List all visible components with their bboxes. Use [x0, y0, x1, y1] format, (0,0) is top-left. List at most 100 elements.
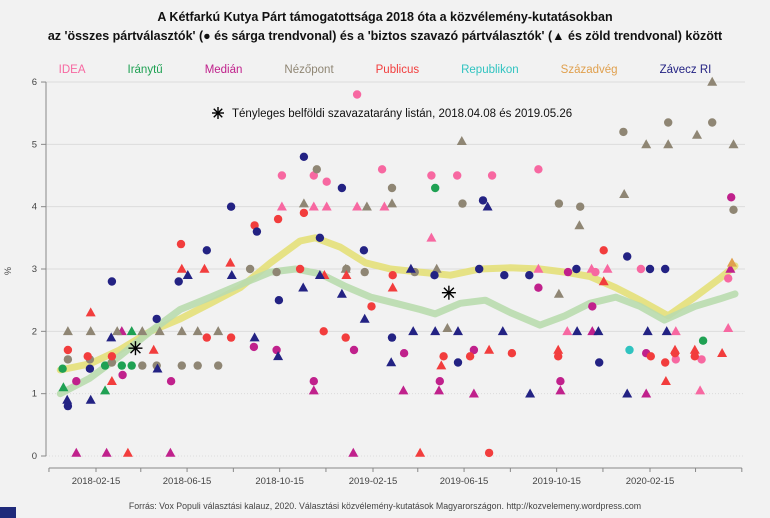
point-triangle-Medián [555, 385, 566, 395]
point-circle-Publicus [295, 264, 305, 274]
annotation-asterisk-icon [213, 108, 223, 118]
legend-item-Publicus: Publicus [375, 64, 420, 76]
point-circle-Nézőpont [360, 267, 369, 277]
x-tick-label: 2020-02-15 [626, 476, 675, 487]
point-circle-Závecz RI [595, 358, 604, 367]
point-circle-Publicus [439, 352, 448, 361]
point-circle-IDEA [377, 165, 387, 174]
point-circle-Závecz RI [85, 364, 95, 373]
point-circle-Nézőpont [214, 361, 223, 370]
point-circle-Závecz RI [475, 264, 484, 274]
point-circle-IDEA [671, 355, 680, 364]
point-circle-Iránytű [698, 336, 708, 345]
point-triangle-Závecz RI [106, 332, 117, 342]
point-triangle-IDEA [276, 201, 287, 211]
point-circle-Nézőpont [576, 202, 585, 211]
point-triangle-IDEA [562, 326, 573, 336]
y-tick-label: 3 [32, 264, 37, 275]
point-circle-Závecz RI [337, 183, 347, 193]
point-triangle-Nézőpont [553, 288, 564, 298]
point-triangle-IDEA [308, 201, 319, 211]
corner-artifact [0, 507, 16, 518]
point-circle-Medián [272, 345, 281, 355]
point-circle-Závecz RI [107, 277, 117, 286]
point-triangle-Iránytű [126, 326, 137, 336]
point-triangle-Medián [468, 388, 479, 398]
point-triangle-Nézőpont [137, 326, 148, 336]
point-triangle-IDEA [426, 232, 437, 242]
point-triangle-Medián [641, 388, 652, 398]
point-circle-Závecz RI [152, 314, 161, 324]
point-triangle-Závecz RI [661, 326, 672, 336]
legend-item-Medián: Medián [204, 64, 243, 76]
title-line-2: az 'összes pártválasztók' (● és sárga tr… [47, 29, 723, 43]
point-circle-Závecz RI [430, 271, 439, 280]
point-circle-Závecz RI [359, 246, 369, 255]
point-triangle-Medián [71, 447, 82, 457]
point-circle-Nézőpont [729, 205, 738, 214]
point-circle-Publicus [319, 327, 328, 336]
point-triangle-Nézőpont [442, 323, 453, 332]
point-circle-Závecz RI [387, 333, 397, 342]
point-circle-Publicus [299, 208, 309, 218]
point-circle-Medián [563, 267, 573, 277]
point-circle-Závecz RI [478, 196, 488, 205]
point-circle-Závecz RI [315, 233, 325, 242]
point-triangle-Závecz RI [525, 388, 536, 398]
y-tick-label: 0 [32, 451, 37, 462]
point-circle-IDEA [724, 274, 733, 283]
point-triangle-Závecz RI [482, 201, 493, 211]
point-circle-Publicus [507, 349, 517, 358]
point-circle-Nézőpont [708, 118, 717, 127]
point-circle-Iránytű [117, 361, 127, 370]
point-triangle-Závecz RI [298, 282, 309, 292]
point-circle-Medián [588, 302, 597, 311]
y-tick-label: 6 [32, 77, 37, 88]
election-result-marker [443, 287, 455, 299]
legend-item-Iránytű: Iránytű [127, 64, 163, 76]
point-circle-Medián [309, 377, 318, 386]
point-triangle-Nézőpont [361, 201, 372, 211]
point-triangle-Publicus [85, 307, 96, 317]
point-circle-Nézőpont [177, 361, 186, 370]
point-triangle-Závecz RI [62, 394, 73, 404]
chart-canvas: 0 1 2 3 4 5 6 2018-02-15 2018-06-15 2018-10-15 201… [32, 76, 745, 487]
point-triangle-Publicus [122, 447, 133, 457]
point-triangle-Publicus [670, 344, 680, 354]
point-circle-Závecz RI [623, 252, 632, 261]
point-triangle-Medián [725, 263, 736, 273]
point-triangle-Publicus [553, 344, 564, 354]
point-triangle-Medián [101, 447, 112, 457]
point-circle-Publicus [341, 333, 350, 342]
point-triangle-Závecz RI [386, 357, 397, 367]
point-triangle-IDEA [321, 201, 332, 211]
point-triangle-Nézőpont [213, 326, 224, 336]
point-triangle-Závecz RI [249, 332, 260, 342]
x-tick-label: 2018-06-15 [163, 476, 212, 487]
point-circle-IDEA [352, 90, 362, 99]
point-circle-Nézőpont [245, 264, 255, 274]
point-circle-Publicus [599, 246, 608, 255]
point-circle-Medián [435, 377, 444, 386]
x-tick-label: 2019-06-15 [440, 476, 489, 487]
point-circle-Publicus [388, 271, 397, 280]
point-circle-Závecz RI [226, 202, 236, 211]
point-circle-Medián [399, 349, 409, 358]
point-circle-Nézőpont [63, 355, 73, 364]
trendline-yellow [56, 234, 739, 374]
point-triangle-Iránytű [58, 382, 69, 392]
point-circle-Nézőpont [664, 118, 673, 127]
point-triangle-Medián [165, 447, 176, 457]
point-triangle-Publicus [341, 270, 352, 279]
point-circle-Závecz RI [63, 401, 73, 411]
point-triangle-Nézőpont [619, 189, 630, 198]
point-triangle-IDEA [379, 201, 390, 211]
point-triangle-Iránytű [100, 385, 111, 395]
point-triangle-IDEA [723, 323, 734, 332]
y-tick-label: 1 [32, 389, 37, 400]
point-triangle-Závecz RI [408, 326, 419, 336]
x-tick-label: 2018-10-15 [255, 476, 304, 487]
point-circle-Nézőpont [387, 183, 397, 193]
point-circle-Publicus [273, 214, 283, 224]
point-circle-IDEA [427, 171, 436, 180]
